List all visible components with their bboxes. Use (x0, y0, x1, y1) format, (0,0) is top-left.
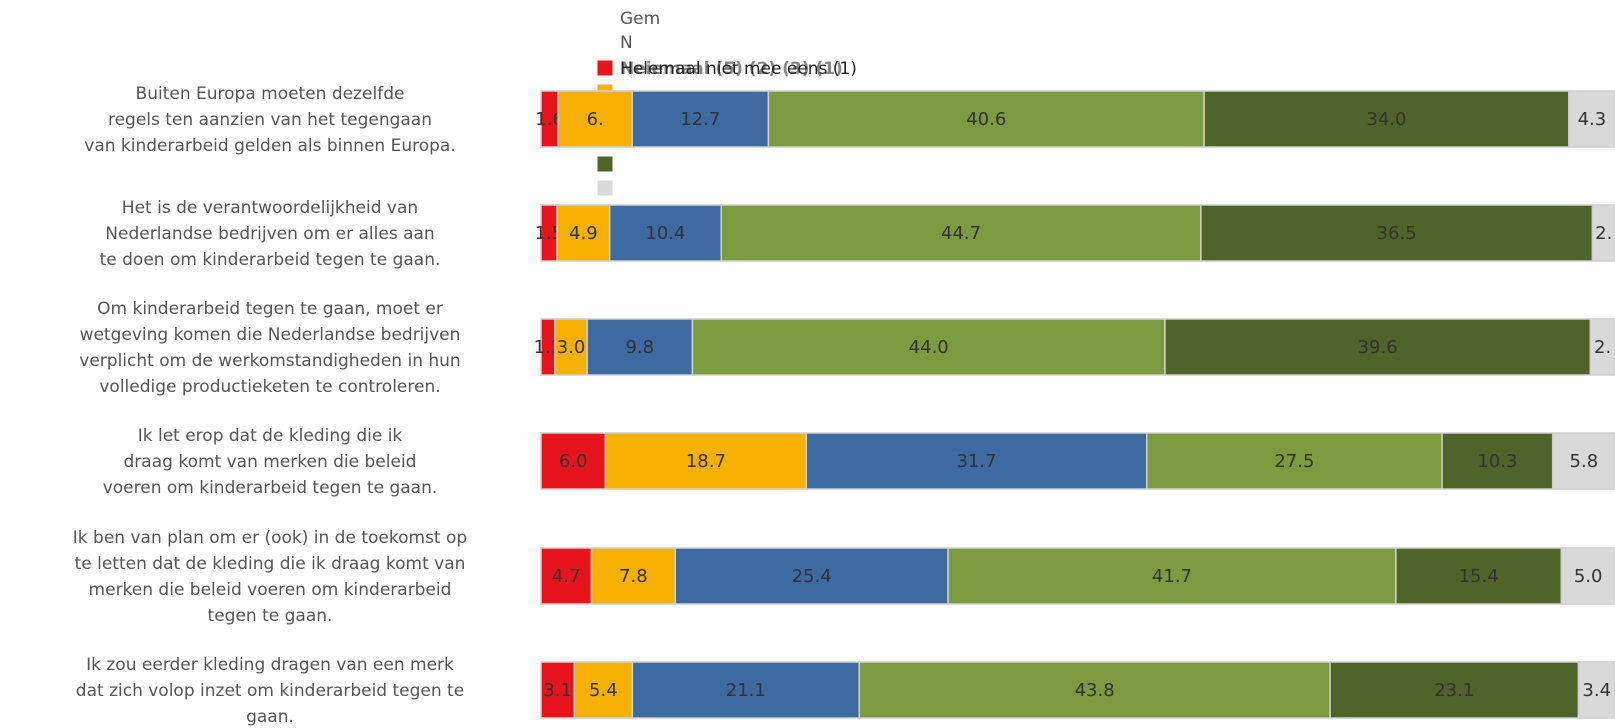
data-label: 25.4 (792, 566, 832, 587)
question-label-5: Ik ben van plan om er (ook) in de toekom… (73, 528, 467, 626)
data-label: 6. (587, 109, 604, 130)
data-label: 5.4 (589, 680, 618, 701)
data-label: 3.4 (1582, 680, 1611, 701)
data-label: 40.6 (966, 109, 1006, 130)
bar-segment (540, 547, 593, 605)
bar-segment (586, 318, 694, 376)
question-label-4: Ik let erop dat de kleding die ik draag k… (103, 426, 438, 498)
bar-segment (556, 204, 611, 262)
data-label: 10.3 (1477, 451, 1517, 472)
bar-segment (608, 204, 723, 262)
bar-segment (1560, 547, 1615, 605)
bar-segment (1200, 204, 1594, 262)
data-label: 41.7 (1152, 566, 1192, 587)
bar-segment (604, 432, 808, 490)
question-label-1: Buiten Europa moeten dezelfde regels ten … (84, 84, 455, 156)
data-label: 7.8 (619, 566, 648, 587)
bar-segment (767, 90, 1205, 148)
data-label: 44.0 (909, 337, 949, 358)
question-labels: Buiten Europa moeten dezelfde regels ten … (73, 84, 467, 727)
bar-segment (691, 318, 1166, 376)
bar-segment (1203, 90, 1570, 148)
bar-segment (631, 661, 860, 719)
bar-row-3: 1.33.0 9.8 44.0 39.6 2. (534, 318, 1615, 376)
bar-segment (540, 661, 576, 719)
data-label: 10.4 (645, 223, 685, 244)
data-label: 4.3 (1578, 109, 1607, 130)
data-label: 44.7 (941, 223, 981, 244)
bar-segment (540, 432, 607, 490)
data-label: 23.1 (1434, 680, 1474, 701)
data-label: 1.6 (535, 109, 564, 130)
data-label: 3.1 (543, 680, 572, 701)
data-label: 6.0 (559, 451, 588, 472)
bar-segment (674, 547, 949, 605)
bar-segment (1568, 90, 1615, 148)
legend-label: Helemaal niet mee eens (1) (620, 59, 857, 79)
data-label: 4.9 (569, 223, 598, 244)
question-label-2: Het is de verantwoordelijkheid van Nederl… (100, 198, 441, 270)
bar-segment (573, 661, 634, 719)
data-label: 3.0 (557, 337, 586, 358)
bar-segment (1551, 432, 1615, 490)
data-label: 21.1 (726, 680, 766, 701)
bar-segment (1395, 547, 1563, 605)
data-label: 15.4 (1459, 566, 1499, 587)
bar-row-1: 1.6 6. 12.7 40.6 34.0 4.3 (535, 90, 1615, 148)
bar-segment (631, 90, 770, 148)
data-label: 36.5 (1377, 223, 1417, 244)
bar-row-6: 3.1 5.4 21.1 43.8 23.1 3.4 (540, 661, 1615, 719)
bar-segment (1577, 661, 1615, 719)
data-label: 39.6 (1358, 337, 1398, 358)
legend-swatch-5 (596, 155, 614, 173)
data-label: 31.7 (956, 451, 996, 472)
data-label: 4.7 (552, 566, 581, 587)
bar-row-2: 1.5 4.9 10.4 44.7 36.5 2. (535, 204, 1615, 262)
bar-segment (1589, 318, 1615, 376)
legend-swatch-1 (596, 59, 614, 77)
bar-segment (557, 90, 633, 148)
legend-swatch-6 (596, 179, 614, 197)
bar-row-4: 6.0 18.7 31.7 27.5 10.3 5.8 (540, 432, 1615, 490)
bars: 1.6 6. 12.7 40.6 34.0 4.3 1.5 4.9 10.4 44.7 36.5 2.… (534, 90, 1615, 719)
bar-row-5: 4.7 7.8 25.4 41.7 15.4 5.0 (540, 547, 1615, 605)
data-label: 5.0 (1574, 566, 1603, 587)
data-label: 18.7 (686, 451, 726, 472)
question-label-6: Ik zou eerder kleding dragen van een mer… (76, 655, 464, 727)
header-line-n: N (620, 33, 633, 53)
legend-overlap-text: Neiemaal (5) (2) (3) (1) (620, 59, 843, 79)
chart-header: Gem N (620, 9, 660, 53)
bar-segment (858, 661, 1331, 719)
data-label: 12.7 (680, 109, 720, 130)
data-label: 2. (1595, 223, 1612, 244)
header-line-gem: Gem (620, 9, 660, 29)
bar-segment (1145, 432, 1443, 490)
bar-segment (590, 547, 677, 605)
question-label-3: Om kinderarbeid tegen te gaan, moet er we… (79, 299, 460, 397)
data-label: 9.8 (625, 337, 654, 358)
data-label: 43.8 (1075, 680, 1115, 701)
data-label: 27.5 (1274, 451, 1314, 472)
data-label: 1.5 (535, 223, 564, 244)
bar-segment (554, 318, 588, 376)
data-label: 2. (1594, 337, 1611, 358)
data-label: 5.8 (1570, 451, 1599, 472)
data-label: 34.0 (1366, 109, 1406, 130)
